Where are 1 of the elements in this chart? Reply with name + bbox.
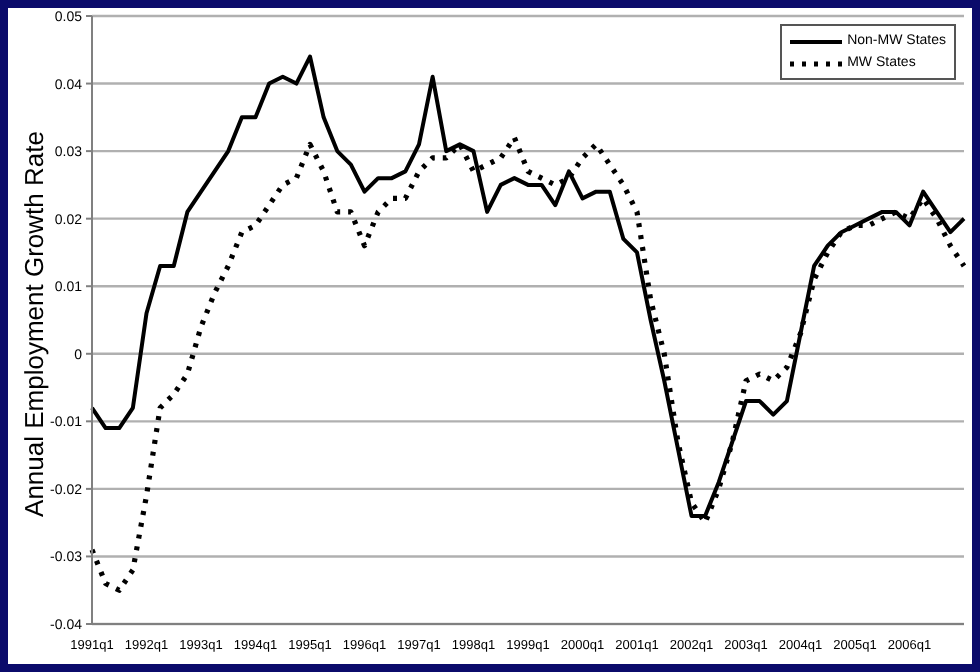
y-axis-title: Annual Employment Growth Rate <box>19 131 49 517</box>
